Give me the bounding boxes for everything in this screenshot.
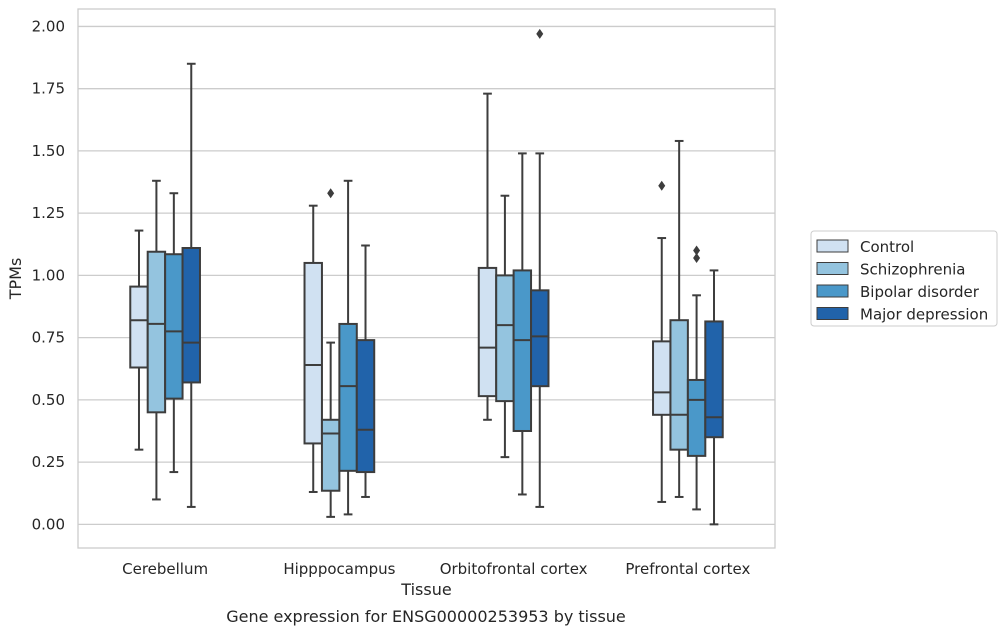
y-axis-label: TPMs xyxy=(6,258,25,301)
legend-item: Bipolar disorder xyxy=(816,283,980,301)
legend: Control Schizophrenia Bipolar disorder Majo… xyxy=(810,230,998,327)
y-tick-label: 0.25 xyxy=(32,453,65,471)
box xyxy=(164,253,184,400)
y-tick-label: 1.75 xyxy=(32,80,65,98)
legend-swatch xyxy=(816,307,849,320)
figure-caption: Gene expression for ENSG00000253953 by t… xyxy=(226,607,626,626)
x-tick-label: Prefrontal cortex xyxy=(625,560,750,578)
x-axis-label: Tissue xyxy=(400,580,451,599)
legend-label: Bipolar disorder xyxy=(860,283,980,301)
legend-swatch xyxy=(816,239,849,253)
legend-swatch xyxy=(816,284,849,298)
box xyxy=(477,266,498,398)
box xyxy=(146,250,167,414)
box xyxy=(355,339,376,474)
x-tick-label: Cerebellum xyxy=(122,560,208,578)
outlier-point xyxy=(658,180,666,191)
y-tick-label: 0.00 xyxy=(32,515,65,533)
y-tick-label: 0.50 xyxy=(32,391,65,409)
y-axis: 0.00 0.25 0.50 0.75 1.00 1.25 1.50 1.75 2.00 xyxy=(32,17,65,533)
outlier-point xyxy=(536,28,544,39)
box-groups xyxy=(129,28,724,526)
legend-item: Major depression xyxy=(816,306,988,324)
legend-swatch xyxy=(816,262,849,275)
box xyxy=(669,319,689,451)
x-tick-label: Hipppocampus xyxy=(283,560,395,578)
legend-label: Major depression xyxy=(860,306,988,324)
box xyxy=(512,269,533,432)
x-tick-label: Orbitofrontal cortex xyxy=(440,560,588,578)
box-group xyxy=(477,28,550,508)
y-tick-label: 1.25 xyxy=(32,204,65,222)
box xyxy=(129,285,149,369)
box xyxy=(338,322,358,472)
outlier-point xyxy=(327,188,335,199)
box xyxy=(495,274,515,403)
box xyxy=(320,418,341,492)
box xyxy=(652,340,672,416)
outlier-point xyxy=(693,245,701,256)
legend-frame xyxy=(810,230,998,327)
box-group xyxy=(303,179,376,518)
box-group xyxy=(652,139,724,526)
legend-item: Control xyxy=(816,238,914,256)
box xyxy=(704,320,724,439)
box xyxy=(303,261,323,445)
x-axis: Cerebellum Hipppocampus Orbitofrontal cort… xyxy=(122,560,750,578)
box xyxy=(686,378,707,457)
legend-label: Schizophrenia xyxy=(860,261,965,279)
y-tick-label: 1.50 xyxy=(32,142,65,160)
y-tick-label: 2.00 xyxy=(32,17,65,35)
box xyxy=(181,247,201,384)
legend-label: Control xyxy=(860,238,914,256)
y-tick-label: 1.00 xyxy=(32,266,65,284)
box-group xyxy=(129,62,201,508)
y-tick-label: 0.75 xyxy=(32,329,65,347)
legend-item: Schizophrenia xyxy=(816,261,965,279)
outlier-point xyxy=(693,252,701,263)
box xyxy=(530,289,550,388)
plot-frame xyxy=(77,8,776,549)
